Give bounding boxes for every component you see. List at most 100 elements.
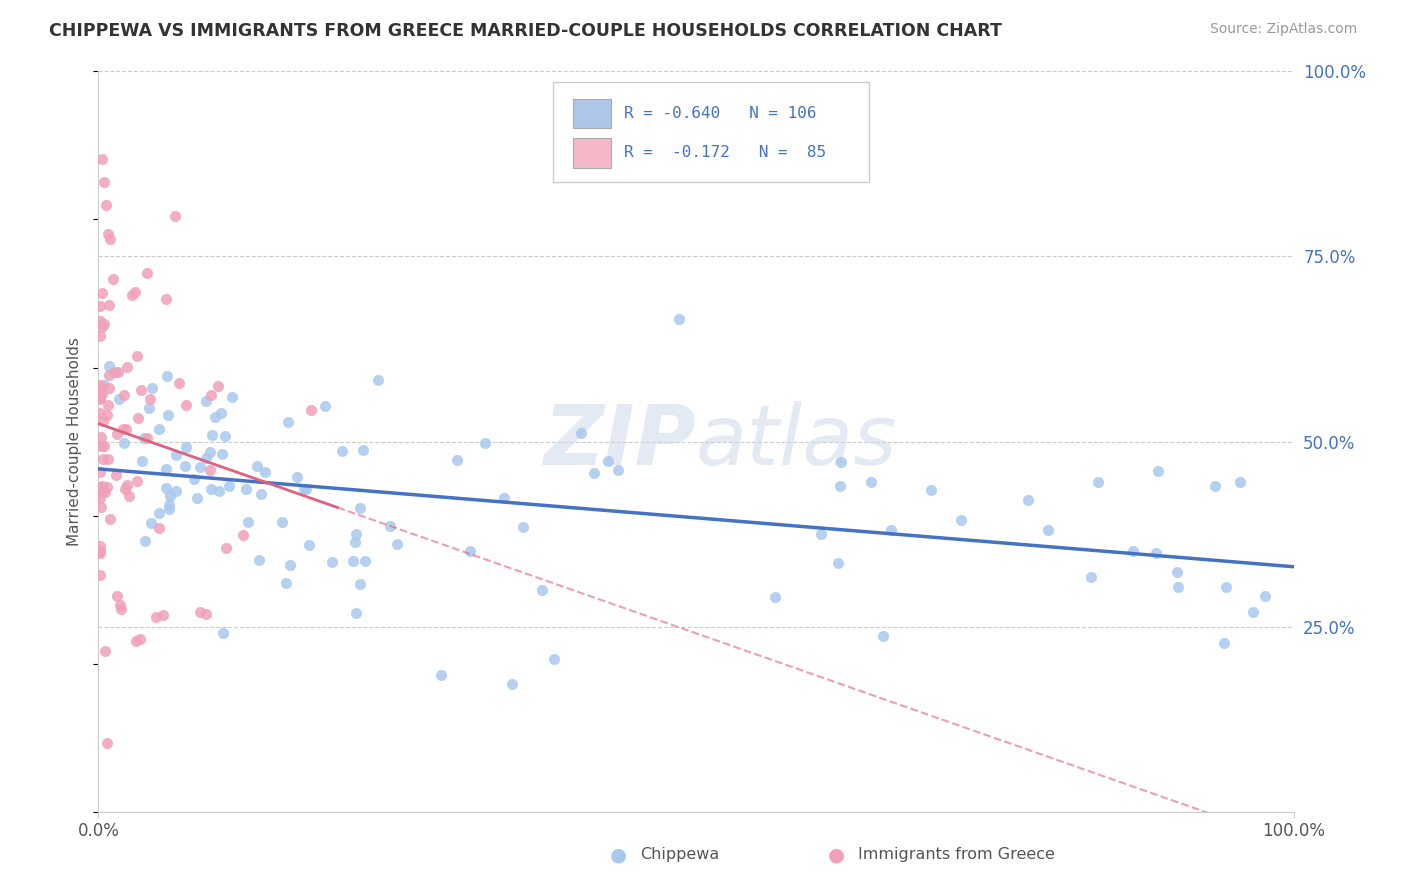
Point — [247, 553, 270, 567]
Point — [1241, 605, 1264, 619]
Point — [872, 629, 894, 643]
Point — [1147, 464, 1170, 478]
Point — [183, 472, 205, 486]
Point — [91, 414, 114, 428]
Point — [89, 383, 111, 397]
Point — [127, 475, 149, 489]
Point — [583, 467, 606, 481]
Point — [344, 535, 367, 549]
Point — [195, 393, 218, 408]
Point — [1122, 544, 1144, 558]
Point — [430, 667, 453, 681]
Point — [349, 577, 371, 591]
Point — [91, 451, 114, 466]
Point — [148, 506, 170, 520]
Point — [1166, 565, 1188, 579]
Point — [200, 388, 222, 402]
Point — [201, 428, 224, 442]
Text: ●: ● — [610, 845, 627, 864]
Point — [108, 599, 131, 613]
Point — [352, 442, 374, 457]
Point — [830, 479, 852, 493]
Point — [97, 451, 120, 466]
Point — [129, 632, 152, 646]
Point — [91, 483, 114, 498]
Point — [93, 317, 115, 331]
Point — [97, 227, 120, 242]
Point — [93, 439, 115, 453]
Point — [295, 482, 318, 496]
Bar — [572, 138, 612, 168]
Point — [387, 537, 409, 551]
Point — [188, 459, 211, 474]
Point — [112, 436, 135, 450]
Point — [859, 475, 882, 489]
Point — [1144, 546, 1167, 560]
Point — [96, 409, 118, 423]
Point — [91, 286, 114, 301]
FancyBboxPatch shape — [553, 82, 869, 183]
Point — [214, 429, 236, 443]
Point — [90, 500, 112, 514]
Point — [131, 383, 153, 397]
Point — [141, 381, 163, 395]
Point — [136, 431, 159, 445]
Point — [342, 554, 364, 568]
Point — [207, 483, 229, 498]
Point — [89, 299, 111, 313]
Point — [89, 407, 111, 421]
Point — [101, 271, 124, 285]
Point — [90, 439, 112, 453]
Point — [596, 454, 619, 468]
Point — [198, 445, 221, 459]
Point — [97, 368, 120, 382]
Point — [89, 539, 111, 553]
Point — [827, 556, 849, 570]
Point — [136, 266, 159, 280]
Point — [89, 546, 111, 560]
Point — [141, 516, 163, 530]
Point — [90, 430, 112, 444]
Point — [155, 292, 177, 306]
Point — [89, 314, 111, 328]
Y-axis label: Married-couple Households: Married-couple Households — [67, 337, 83, 546]
Point — [1087, 475, 1109, 489]
Text: ●: ● — [828, 845, 845, 864]
Point — [125, 349, 148, 363]
Point — [353, 554, 375, 568]
Point — [165, 483, 187, 498]
Point — [105, 426, 128, 441]
Text: atlas: atlas — [696, 401, 897, 482]
Point — [530, 583, 553, 598]
Point — [97, 298, 120, 312]
Point — [221, 391, 243, 405]
Point — [501, 677, 523, 691]
Point — [91, 152, 114, 166]
Text: Source: ZipAtlas.com: Source: ZipAtlas.com — [1209, 22, 1357, 37]
Point — [186, 491, 208, 505]
Point — [349, 501, 371, 516]
Point — [174, 440, 197, 454]
Point — [198, 463, 221, 477]
Point — [93, 175, 115, 190]
Point — [125, 633, 148, 648]
Point — [330, 444, 353, 458]
Point — [280, 558, 302, 573]
Point — [94, 197, 117, 211]
Point — [134, 431, 156, 445]
Point — [232, 527, 254, 541]
Point — [107, 365, 129, 379]
Point — [607, 463, 630, 477]
Point — [114, 482, 136, 496]
Point — [298, 538, 321, 552]
Point — [1080, 570, 1102, 584]
Point — [236, 515, 259, 529]
Point — [235, 482, 257, 496]
Point — [276, 576, 298, 591]
Point — [89, 568, 111, 582]
Point — [155, 481, 177, 495]
Point — [148, 422, 170, 436]
Point — [207, 379, 229, 393]
Point — [174, 398, 197, 412]
Text: R = -0.640   N = 106: R = -0.640 N = 106 — [624, 106, 817, 121]
